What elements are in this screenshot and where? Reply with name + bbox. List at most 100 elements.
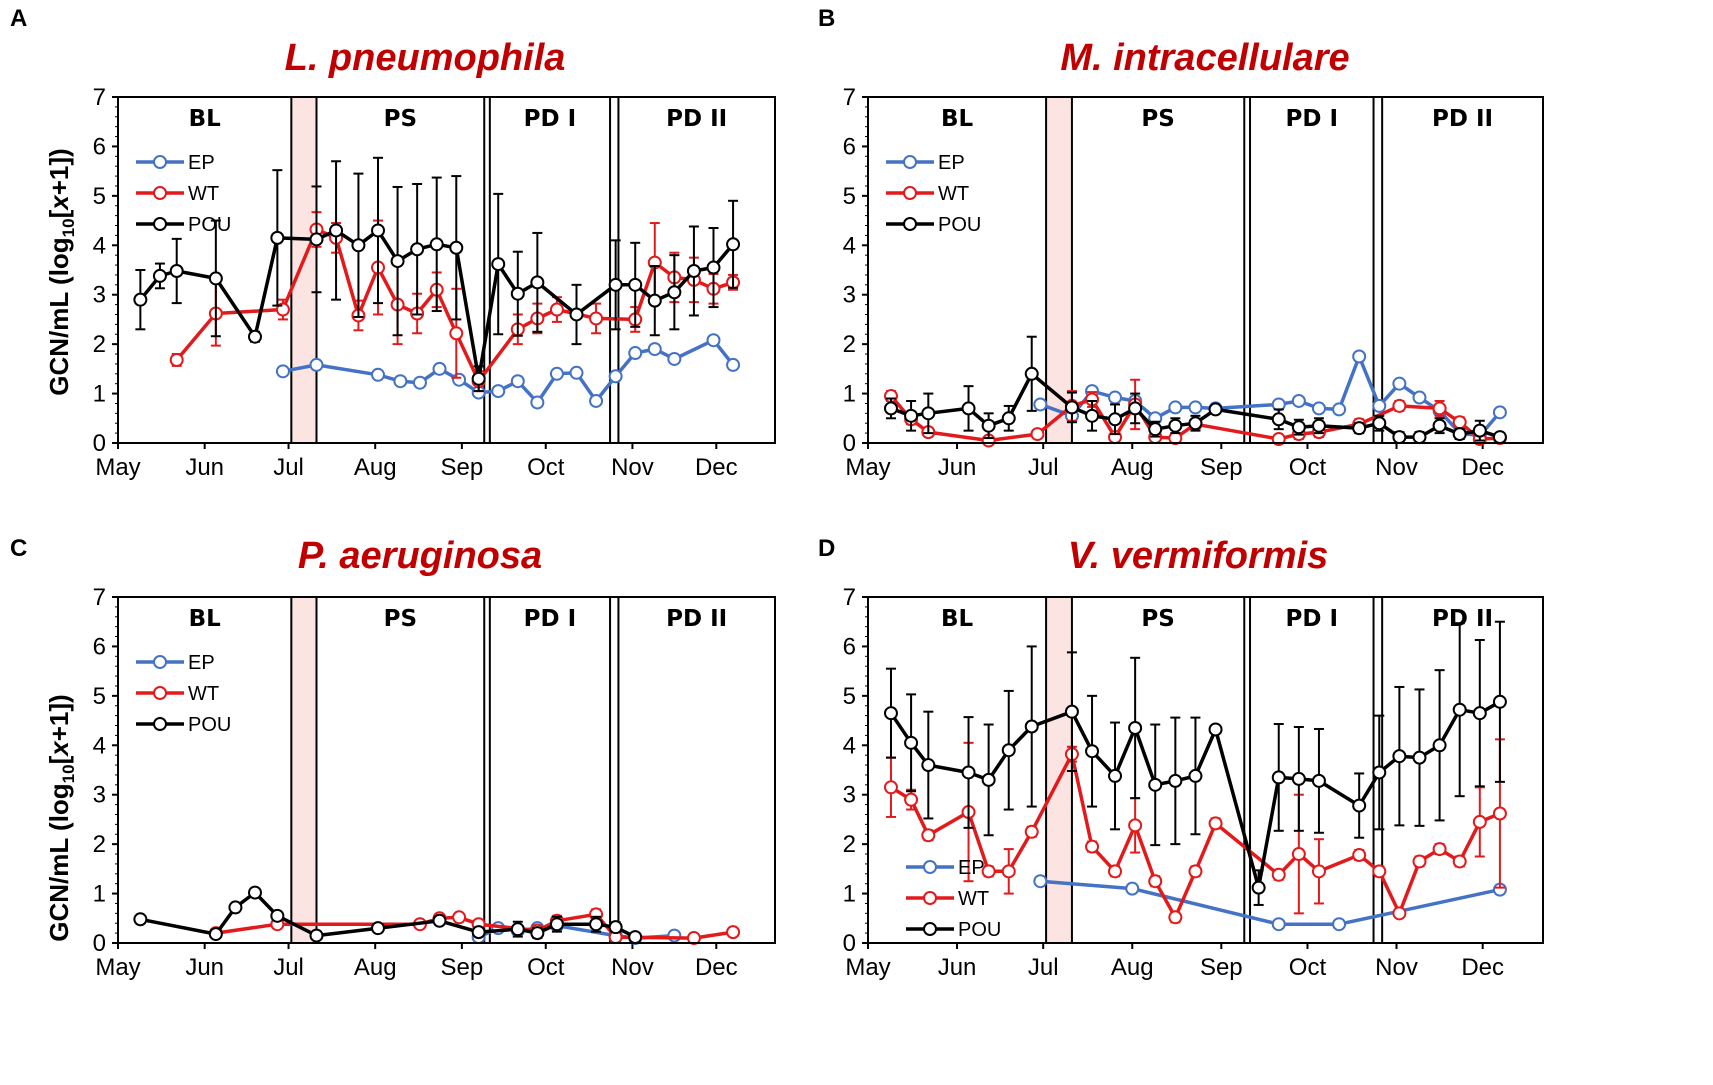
y-tick-label: 4 bbox=[93, 232, 106, 259]
period-label: PS bbox=[384, 106, 417, 132]
data-point-pou bbox=[1148, 422, 1163, 437]
data-point-ep bbox=[1332, 917, 1347, 932]
data-point-wt bbox=[1001, 864, 1016, 879]
transition-shade bbox=[291, 597, 317, 943]
x-tick-label: Jun bbox=[938, 454, 977, 481]
data-point-wt bbox=[1108, 864, 1123, 879]
data-point-pou bbox=[589, 917, 604, 932]
x-tick-label: Nov bbox=[611, 954, 654, 981]
data-point-pou bbox=[1311, 418, 1326, 433]
data-point-ep bbox=[726, 357, 741, 372]
data-point-pou bbox=[1492, 694, 1507, 709]
data-point-pou bbox=[1352, 421, 1367, 436]
data-point-wt bbox=[981, 864, 996, 879]
data-point-pou bbox=[686, 263, 701, 278]
data-point-pou bbox=[247, 885, 262, 900]
x-tick-label: Dec bbox=[695, 954, 738, 981]
period-label: PD I bbox=[524, 106, 577, 132]
data-point-pou bbox=[432, 913, 447, 928]
legend-marker bbox=[903, 217, 917, 231]
data-point-wt bbox=[1024, 824, 1039, 839]
data-point-pou bbox=[449, 240, 464, 255]
panel-b: B M. intracellulare BL PS PD I PD II 0 1 2 3 4 5 6 7 M… bbox=[818, 5, 1544, 481]
data-point-pou bbox=[1251, 880, 1266, 895]
y-tick-label: 3 bbox=[93, 782, 106, 809]
period-label: BL bbox=[189, 106, 222, 132]
data-point-pou bbox=[569, 307, 584, 322]
data-point-ep bbox=[667, 928, 682, 943]
data-point-ep bbox=[530, 395, 545, 410]
data-point-pou bbox=[429, 237, 444, 252]
data-point-ep bbox=[510, 374, 525, 389]
y-tick-label: 5 bbox=[93, 183, 106, 210]
data-point-pou bbox=[351, 238, 366, 253]
data-point-pou bbox=[208, 927, 223, 942]
legend-label: WT bbox=[188, 183, 219, 205]
data-point-pou bbox=[133, 292, 148, 307]
data-point-wt bbox=[1452, 415, 1467, 430]
data-point-pou bbox=[1168, 773, 1183, 788]
data-point-pou bbox=[1452, 427, 1467, 442]
period-label: PD I bbox=[1286, 106, 1339, 132]
data-point-pou bbox=[628, 277, 643, 292]
y-tick-label: 4 bbox=[93, 732, 106, 759]
data-point-wt bbox=[1311, 864, 1326, 879]
data-point-ep bbox=[1271, 917, 1286, 932]
data-point-wt bbox=[1208, 816, 1223, 831]
legend-label: POU bbox=[188, 714, 231, 736]
legend-label: WT bbox=[188, 683, 219, 705]
y-tick-label: 1 bbox=[843, 381, 856, 408]
data-point-pou bbox=[608, 920, 623, 935]
x-tick-label: Jun bbox=[938, 954, 977, 981]
period-label: BL bbox=[941, 106, 974, 132]
x-tick-label: Jun bbox=[185, 954, 224, 981]
data-point-wt bbox=[686, 931, 701, 946]
data-point-pou bbox=[961, 401, 976, 416]
data-point-wt bbox=[452, 910, 467, 925]
x-tick-label: May bbox=[95, 454, 140, 481]
data-point-pou bbox=[883, 706, 898, 721]
y-tick-label: 2 bbox=[93, 831, 106, 858]
x-tick-label: May bbox=[95, 954, 140, 981]
legend-label: EP bbox=[188, 652, 215, 674]
data-point-pou bbox=[647, 293, 662, 308]
x-tick-label: Dec bbox=[695, 454, 738, 481]
plot-frame bbox=[117, 96, 776, 444]
legend-marker bbox=[923, 891, 937, 905]
data-point-ep bbox=[412, 375, 427, 390]
data-point-pou bbox=[1452, 702, 1467, 717]
data-point-ep bbox=[1352, 349, 1367, 364]
data-point-ep bbox=[1332, 402, 1347, 417]
y-tick-label: 2 bbox=[843, 831, 856, 858]
x-tick-label: Jul bbox=[273, 954, 304, 981]
data-point-wt bbox=[1492, 806, 1507, 821]
data-point-pou bbox=[883, 401, 898, 416]
data-point-wt bbox=[1291, 847, 1306, 862]
data-point-pou bbox=[530, 275, 545, 290]
panel-title: M. intracellulare bbox=[1060, 37, 1349, 79]
data-point-wt bbox=[1432, 842, 1447, 857]
data-point-ep bbox=[1311, 401, 1326, 416]
data-point-wt bbox=[883, 780, 898, 795]
x-tick-label: Oct bbox=[527, 454, 565, 481]
legend-marker bbox=[153, 155, 167, 169]
x-tick-label: Nov bbox=[611, 454, 654, 481]
period-label: PD II bbox=[1432, 106, 1493, 132]
plot-frame bbox=[867, 596, 1544, 944]
data-point-ep bbox=[549, 366, 564, 381]
data-point-pou bbox=[1492, 430, 1507, 445]
x-tick-label: Dec bbox=[1461, 454, 1504, 481]
data-point-wt bbox=[1030, 427, 1045, 442]
data-point-pou bbox=[1392, 749, 1407, 764]
legend-label: EP bbox=[938, 152, 965, 174]
data-point-ep bbox=[1188, 400, 1203, 415]
y-tick-label: 3 bbox=[843, 782, 856, 809]
legend-label: EP bbox=[188, 152, 215, 174]
panel-letter: B bbox=[818, 5, 835, 32]
data-point-pou bbox=[1208, 402, 1223, 417]
data-point-wt bbox=[1452, 854, 1467, 869]
y-tick-label: 5 bbox=[93, 683, 106, 710]
data-point-pou bbox=[667, 285, 682, 300]
y-tick-label: 2 bbox=[843, 331, 856, 358]
data-point-ep bbox=[452, 372, 467, 387]
